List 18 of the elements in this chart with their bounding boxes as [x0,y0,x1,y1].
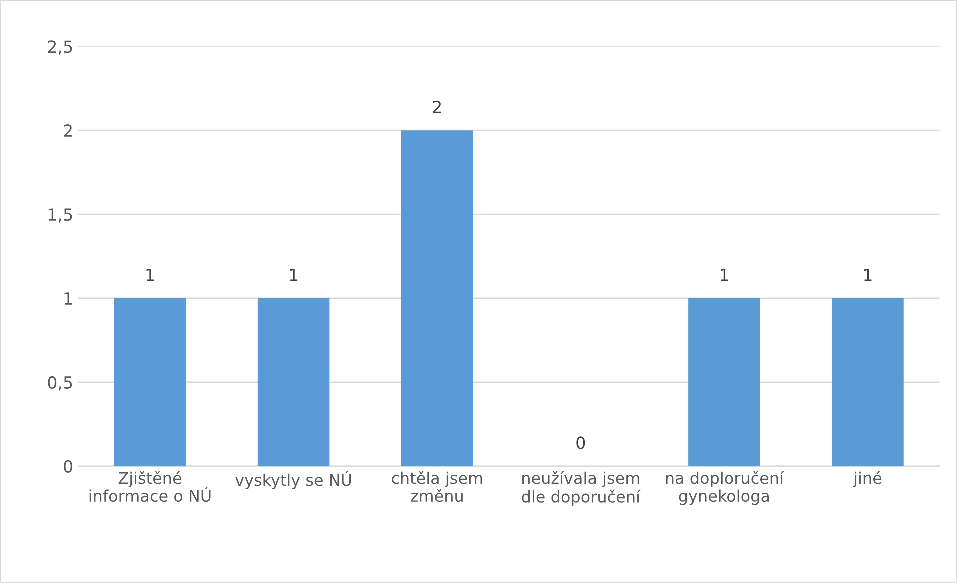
data-label: 1 [864,268,872,282]
x-tick-label: na doploručení gynekologa [666,471,784,506]
y-tick-label: 0,5 [48,376,72,391]
y-tick-label: 1,5 [48,208,72,223]
data-label: 0 [576,436,586,450]
x-tick-label: neužívala jsem dle doporučení [522,471,641,506]
data-label: 2 [433,100,441,114]
x-tick-label: vyskytly se NÚ [236,471,352,490]
y-tick-label: 2,5 [48,40,72,55]
x-tick-label: Zjištěné informace o NÚ [90,471,211,502]
x-tick-label: jiné [853,471,882,488]
data-label: 1 [146,268,154,282]
y-tick-label: 1 [64,292,72,305]
x-tick-label: chtěla jsem změnu [392,471,482,502]
y-tick-label: 0 [64,460,73,473]
y-tick-label: 2 [64,124,72,137]
data-label: 1 [720,268,728,282]
data-label: 1 [290,268,298,282]
